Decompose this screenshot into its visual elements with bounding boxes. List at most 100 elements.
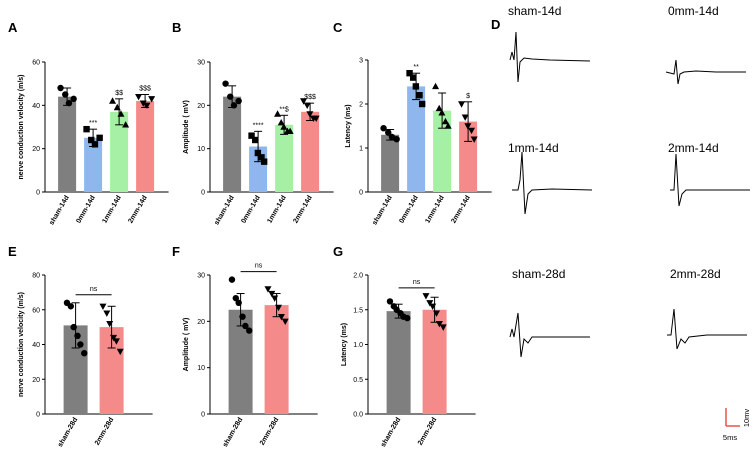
data-point	[260, 158, 268, 165]
y-tick-label: 60	[32, 60, 40, 67]
data-point	[242, 322, 249, 330]
data-point	[230, 102, 238, 109]
data-point	[306, 111, 314, 118]
data-point	[281, 318, 289, 326]
significance-label: $	[466, 93, 470, 100]
bar	[275, 124, 294, 192]
chart-b: B 0 10 20 30 Amplitude ( mV) sham-14d **** 0mm-1…	[172, 20, 334, 226]
y-tick-label: 0	[36, 190, 40, 197]
bar	[433, 110, 452, 192]
data-point	[458, 101, 466, 108]
y-tick-label: 3	[359, 58, 363, 65]
trace-sham28: sham-28d	[509, 267, 590, 358]
data-point	[109, 97, 117, 104]
y-tick-label: 0	[201, 412, 205, 419]
trace-waveform	[512, 151, 593, 215]
bar	[223, 96, 242, 192]
data-point	[268, 290, 276, 298]
data-point	[103, 310, 111, 317]
data-point	[277, 118, 285, 126]
data-point	[88, 136, 95, 144]
category-label: 1mm-14d	[424, 195, 445, 225]
category-label: sham-28d	[380, 417, 402, 449]
data-point	[65, 99, 73, 107]
data-point	[467, 127, 475, 135]
significance-bracket-label: ns	[413, 279, 421, 286]
y-tick-label: 10	[197, 365, 205, 372]
bar	[301, 111, 320, 192]
significance-label: **$	[279, 106, 288, 113]
data-point	[412, 83, 420, 90]
bar	[228, 309, 253, 414]
trace-waveform	[665, 59, 746, 85]
y-tick-label: 20	[32, 377, 40, 384]
bar	[381, 134, 400, 192]
panel-letter: C	[333, 20, 343, 35]
data-point	[470, 136, 478, 143]
category-label: 2mm-14d	[292, 195, 313, 225]
trace-label: 0mm-14d	[668, 4, 719, 18]
data-point	[386, 298, 394, 305]
data-point	[135, 93, 143, 101]
y-tick-label: 1.0	[353, 342, 363, 349]
data-point	[422, 293, 430, 300]
y-tick-label: 40	[32, 342, 40, 349]
panel-d-letter: D	[491, 17, 500, 32]
trace-label: 2mm-28d	[670, 267, 721, 281]
y-tick-label: 0	[36, 412, 40, 419]
scale-bar-horizontal-label: 5ms	[723, 433, 737, 442]
data-point	[110, 334, 118, 342]
data-point	[464, 123, 472, 130]
trace-two14: 2mm-14d	[668, 141, 750, 207]
category-label: 2mm-14d	[450, 195, 471, 225]
bar	[386, 311, 411, 414]
y-tick-label: 2	[359, 102, 363, 109]
significance-label: ****	[253, 122, 264, 129]
chart-a: A 0 20 40 60 nerve conduction velocity (m/s) s…	[8, 20, 169, 226]
data-point	[409, 74, 417, 81]
y-tick-label: 60	[32, 307, 40, 314]
y-tick-label: 0.5	[353, 377, 363, 384]
y-axis-label: Latency (ms)	[341, 323, 348, 366]
trace-two28: 2mm-28d	[667, 267, 747, 350]
bar	[110, 111, 129, 192]
trace-waveform	[670, 153, 750, 207]
data-point	[416, 92, 423, 99]
y-tick-label: 20	[32, 146, 40, 153]
y-tick-label: 20	[197, 319, 205, 326]
data-point	[91, 141, 99, 148]
category-label: 2mm-14d	[127, 195, 148, 225]
category-label: sham-28d	[57, 417, 79, 449]
data-point	[433, 310, 441, 317]
data-point	[461, 114, 469, 121]
data-point	[441, 117, 449, 125]
trace-waveform	[509, 31, 591, 83]
y-tick-label: 40	[32, 103, 40, 110]
data-point	[264, 286, 272, 293]
data-point	[246, 327, 253, 334]
bar	[407, 86, 426, 192]
data-point	[418, 100, 426, 108]
data-point	[258, 154, 265, 161]
trace-one14: 1mm-14d	[508, 141, 593, 215]
category-label: 0mm-14d	[75, 195, 96, 225]
data-point	[393, 136, 400, 143]
data-point	[435, 104, 443, 112]
panel-letter: B	[172, 20, 181, 35]
data-point	[96, 134, 103, 142]
y-axis-label: Latency (ms)	[345, 104, 352, 147]
data-point	[239, 313, 246, 320]
category-label: 0mm-14d	[240, 195, 261, 225]
chart-f: F 0 10 20 30 Amplitude ( mV) sham-28d 2mm-28d ns	[172, 244, 318, 448]
bar	[84, 137, 103, 192]
data-point	[122, 121, 130, 128]
trace-waveform	[509, 312, 590, 358]
trace-label: sham-14d	[508, 4, 561, 18]
trace-label: 2mm-14d	[668, 141, 719, 155]
significance-label: ***	[89, 120, 97, 127]
scale-bar-vertical-label: 10mv	[742, 409, 751, 428]
data-point	[300, 98, 308, 105]
category-label: 2mm-28d	[259, 417, 280, 447]
